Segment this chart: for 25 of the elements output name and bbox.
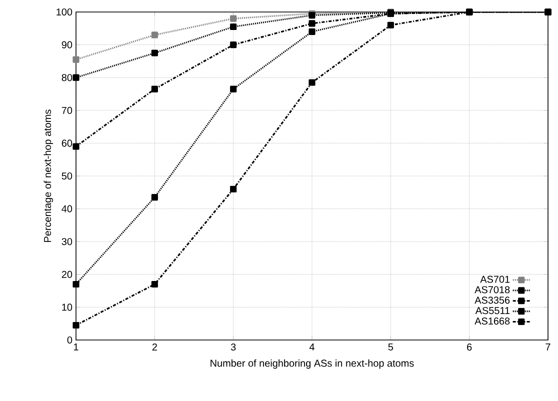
legend-label: AS7018: [474, 286, 510, 294]
y-tick-label: 10: [62, 304, 72, 311]
y-tick-label: 20: [62, 270, 72, 278]
x-tick-label: 4: [309, 344, 314, 350]
x-tick-label: 3: [230, 344, 236, 351]
x-tick-label: 5: [388, 344, 394, 350]
x-tick-label: 2: [152, 344, 157, 350]
y-tick-label: 30: [62, 238, 72, 246]
legend-label: AS5511: [475, 307, 510, 314]
x-tick-label: 6: [467, 344, 472, 351]
legend-label: AS3356: [474, 296, 510, 304]
y-tick-label: 100: [56, 8, 72, 16]
y-tick-label: 0: [67, 336, 72, 344]
y-tick-label: 60: [62, 140, 72, 147]
x-axis-title: Number of neighboring ASs in next-hop atoms: [210, 359, 414, 369]
y-axis-title: Percentage of next-hop atoms: [44, 110, 54, 242]
y-tick-label: 90: [62, 41, 72, 48]
legend-label: AS701: [480, 276, 510, 283]
y-tick-label: 40: [62, 205, 72, 212]
y-tick-label: 50: [62, 172, 72, 180]
x-tick-label: 1: [74, 344, 78, 350]
x-tick-label: 7: [546, 344, 550, 350]
y-tick-label: 70: [62, 106, 72, 114]
y-tick-label: 80: [62, 74, 72, 82]
legend-label: AS1668: [474, 318, 510, 325]
